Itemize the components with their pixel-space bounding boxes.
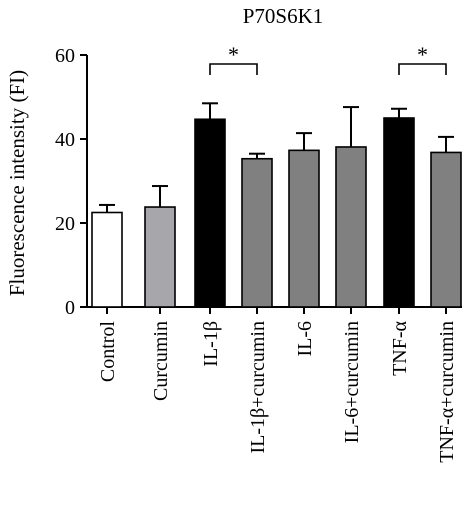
bar [335,146,367,308]
x-tick-label: IL-1β+curcumin [247,321,269,454]
y-axis-label: Fluorescence intensity (FI) [5,70,29,296]
y-tick-label: 20 [55,213,75,235]
x-tick-label: Curcumin [150,321,172,401]
bar [241,157,273,308]
significance-label: * [417,42,428,67]
x-tick-label: TNF-α+curcumin [436,321,458,463]
bar [144,206,176,308]
y-tick-label: 40 [55,129,75,151]
significance-label: * [228,42,239,67]
bar [91,211,123,308]
y-tick-label: 0 [65,297,75,319]
chart-title: P70S6K1 [243,4,324,28]
significance-bracket [398,63,447,75]
bar [288,149,320,308]
x-tick-label: TNF-α [389,320,411,375]
bar [383,117,415,308]
bar [430,151,462,308]
significance-bracket [209,63,258,75]
bar [194,118,226,308]
x-tick-label: IL-1β [200,321,222,367]
x-tick-label: IL-6+curcumin [341,321,363,443]
x-tick-label: IL-6 [294,321,316,357]
y-tick-label: 60 [55,45,75,67]
x-tick-label: Control [97,321,119,383]
